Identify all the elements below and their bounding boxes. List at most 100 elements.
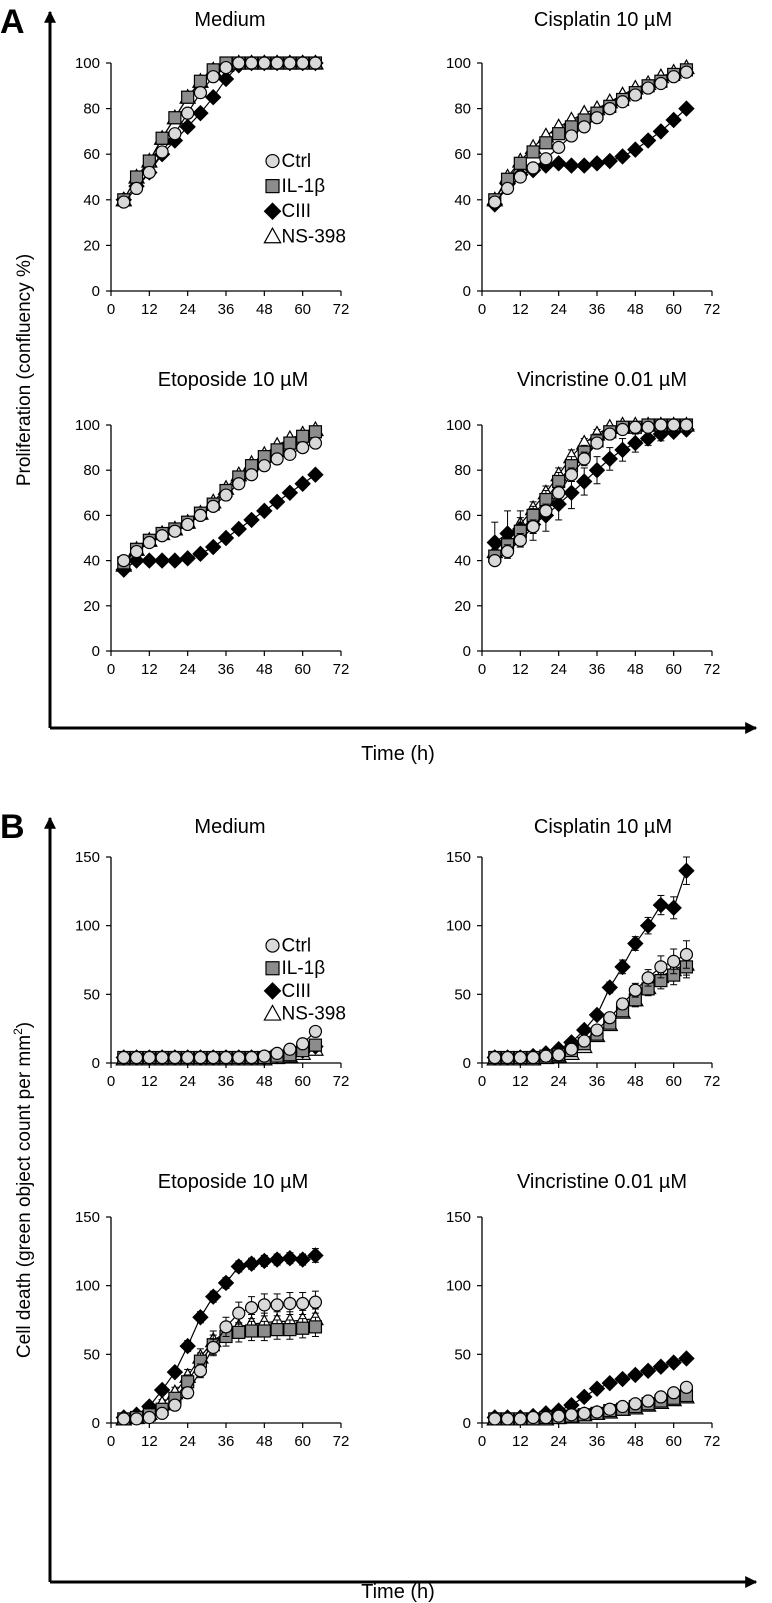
legend-marker-circle — [265, 938, 280, 953]
data-point — [603, 1402, 617, 1416]
data-point — [564, 468, 579, 482]
legend-marker-square — [265, 961, 280, 976]
data-point — [168, 524, 182, 538]
data-point — [577, 1406, 591, 1420]
chart-B-etoposide: Etoposide 10 µM 0 12 24 36 48 60 72 0 50 100 150 — [75, 1171, 349, 1450]
chart-title: Medium — [194, 816, 265, 838]
x-tick-label: 60 — [294, 1433, 311, 1450]
data-point — [654, 76, 668, 91]
y-tick-label: 100 — [446, 918, 471, 935]
data-point — [667, 1386, 681, 1400]
data-point — [281, 1249, 299, 1267]
x-tick-label: 24 — [550, 1433, 567, 1450]
data-point — [488, 195, 502, 209]
y-tick-label: 20 — [454, 237, 471, 254]
data-point — [678, 100, 695, 117]
x-tick-label: 60 — [665, 1073, 682, 1090]
data-point — [129, 1412, 144, 1426]
data-point — [590, 1405, 604, 1419]
x-tick-label: 24 — [550, 1073, 567, 1090]
y-tick-label: 0 — [463, 643, 471, 660]
data-point — [526, 1410, 540, 1425]
data-point — [155, 1406, 169, 1420]
data-point — [181, 106, 195, 120]
data-point — [257, 1324, 271, 1338]
x-tick-label: 36 — [218, 1073, 235, 1090]
data-point — [513, 156, 527, 170]
chart-title: Vincristine 0.01 µM — [517, 1171, 687, 1193]
data-point — [308, 1038, 323, 1052]
data-point — [217, 70, 235, 88]
data-point — [155, 131, 169, 145]
data-point — [590, 436, 604, 450]
data-point — [639, 917, 657, 934]
x-tick-label: 60 — [665, 1433, 682, 1450]
y-tick-label: 60 — [454, 146, 471, 163]
data-point — [563, 484, 580, 502]
y-tick-label: 20 — [83, 237, 100, 254]
data-point — [652, 123, 670, 140]
data-point — [307, 466, 324, 483]
y-tick-label: 150 — [446, 849, 471, 866]
data-point — [232, 1306, 246, 1320]
data-point — [601, 979, 618, 996]
data-point — [601, 1374, 618, 1392]
data-point — [155, 145, 169, 159]
data-point — [679, 418, 694, 432]
data-point — [652, 1358, 670, 1375]
data-point — [193, 74, 208, 88]
x-tick-label: 12 — [141, 301, 158, 318]
x-tick-label: 72 — [333, 301, 350, 318]
data-point — [679, 947, 694, 962]
legend: Ctrl IL-1β CIII NS-398 — [263, 151, 346, 247]
data-point — [296, 1321, 310, 1335]
data-point — [193, 86, 208, 100]
data-point — [307, 1247, 324, 1264]
x-tick-label: 72 — [333, 1073, 350, 1090]
data-point — [552, 1409, 566, 1423]
y-tick-label: 150 — [75, 849, 100, 866]
series-il-1- — [117, 1316, 323, 1426]
y-tick-label: 40 — [83, 553, 100, 570]
data-point — [627, 141, 644, 158]
series-ctrl — [117, 1290, 323, 1426]
data-point — [552, 486, 566, 500]
x-tick-label: 12 — [512, 1433, 529, 1450]
data-point — [654, 960, 668, 974]
data-point — [308, 1024, 323, 1039]
y-tick-label: 40 — [454, 553, 471, 570]
data-point — [244, 468, 259, 482]
legend-label: CIII — [282, 981, 312, 1002]
series-ctrl — [117, 1024, 323, 1065]
data-point — [129, 1050, 144, 1065]
y-tick-label: 100 — [75, 1278, 100, 1295]
data-point — [142, 535, 156, 550]
data-point — [244, 56, 259, 70]
data-point — [628, 1397, 642, 1411]
x-tick-label: 0 — [107, 1433, 115, 1450]
data-point — [166, 552, 184, 569]
x-tick-label: 24 — [179, 1433, 196, 1450]
data-point — [500, 1412, 515, 1426]
data-point — [168, 111, 182, 125]
x-tick-label: 0 — [107, 301, 115, 318]
data-point — [283, 447, 297, 461]
y-tick-label: 0 — [92, 283, 100, 300]
x-tick-label: 36 — [218, 661, 235, 678]
data-point — [488, 1412, 502, 1426]
data-point — [577, 452, 591, 466]
x-tick-label: 12 — [141, 1073, 158, 1090]
chart-B-medium: Medium 0 12 24 36 48 60 72 0 50 100 150 CtrlIL-1βCII… — [75, 816, 349, 1090]
data-point — [283, 56, 297, 70]
data-point — [552, 127, 566, 141]
data-point — [294, 475, 311, 492]
data-point — [244, 1301, 259, 1315]
data-point — [153, 1381, 171, 1399]
data-point — [244, 1050, 259, 1065]
data-point — [308, 1295, 323, 1309]
y-tick-label: 40 — [83, 192, 100, 209]
data-point — [142, 1410, 156, 1425]
x-tick-label: 60 — [294, 1073, 311, 1090]
x-tick-label: 60 — [665, 301, 682, 318]
x-tick-label: 72 — [704, 1073, 721, 1090]
